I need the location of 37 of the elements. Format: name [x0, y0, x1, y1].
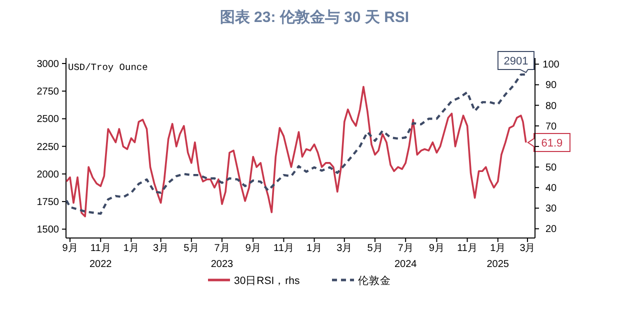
y2-tick-label: 20 [545, 224, 557, 236]
x-tick-label: 1月 [123, 243, 139, 254]
y2-tick-label: 30 [545, 204, 557, 215]
x-tick-label: 11月 [457, 243, 478, 254]
y-tick-label: 2250 [36, 142, 60, 153]
x-tick-label: 5月 [367, 243, 383, 254]
y-tick-label: 2500 [36, 114, 60, 126]
y-tick-label: 3000 [36, 59, 60, 70]
x-tick-label: 1月 [306, 243, 322, 254]
x-tick-label: 9月 [245, 243, 261, 254]
x-tick-label: 5月 [184, 243, 200, 254]
x-tick-label: 9月 [62, 243, 78, 254]
y-axis-title: USD/Troy Ounce [68, 62, 148, 73]
x-tick-label: 11月 2022 [89, 243, 112, 270]
chart-title: 图表 23: 伦敦金与 30 天 RSI [220, 9, 410, 26]
y2-tick-label: 70 [545, 121, 557, 132]
y-tick-label: 1750 [36, 197, 60, 208]
x-tick-label: 7月 2023 [210, 243, 234, 270]
x-tick-label: 3月 [153, 243, 169, 254]
x-tick-label: 3月 [336, 243, 352, 254]
y2-tick-label: 40 [545, 183, 557, 194]
data-label: 2901 [504, 55, 528, 68]
x-tick-label: 3月 [520, 243, 536, 254]
y-tick-label: 1500 [36, 224, 60, 236]
x-tick-label: 1月 2025 [486, 243, 510, 270]
legend-label: 30日RSI，rhs [234, 275, 300, 287]
y2-tick-label: 100 [542, 60, 560, 71]
y2-tick-label: 80 [545, 100, 557, 112]
data-label: 61.9 [541, 138, 563, 150]
y2-tick-label: 90 [545, 80, 557, 92]
x-tick-label: 7月 2024 [394, 243, 418, 270]
y-tick-label: 2750 [36, 86, 60, 98]
legend-label: 伦敦金 [358, 274, 391, 287]
y-tick-label: 2000 [36, 169, 60, 180]
y2-tick-label: 50 [545, 162, 557, 174]
x-tick-label: 9月 [428, 243, 444, 254]
x-tick-label: 11月 [274, 243, 294, 254]
